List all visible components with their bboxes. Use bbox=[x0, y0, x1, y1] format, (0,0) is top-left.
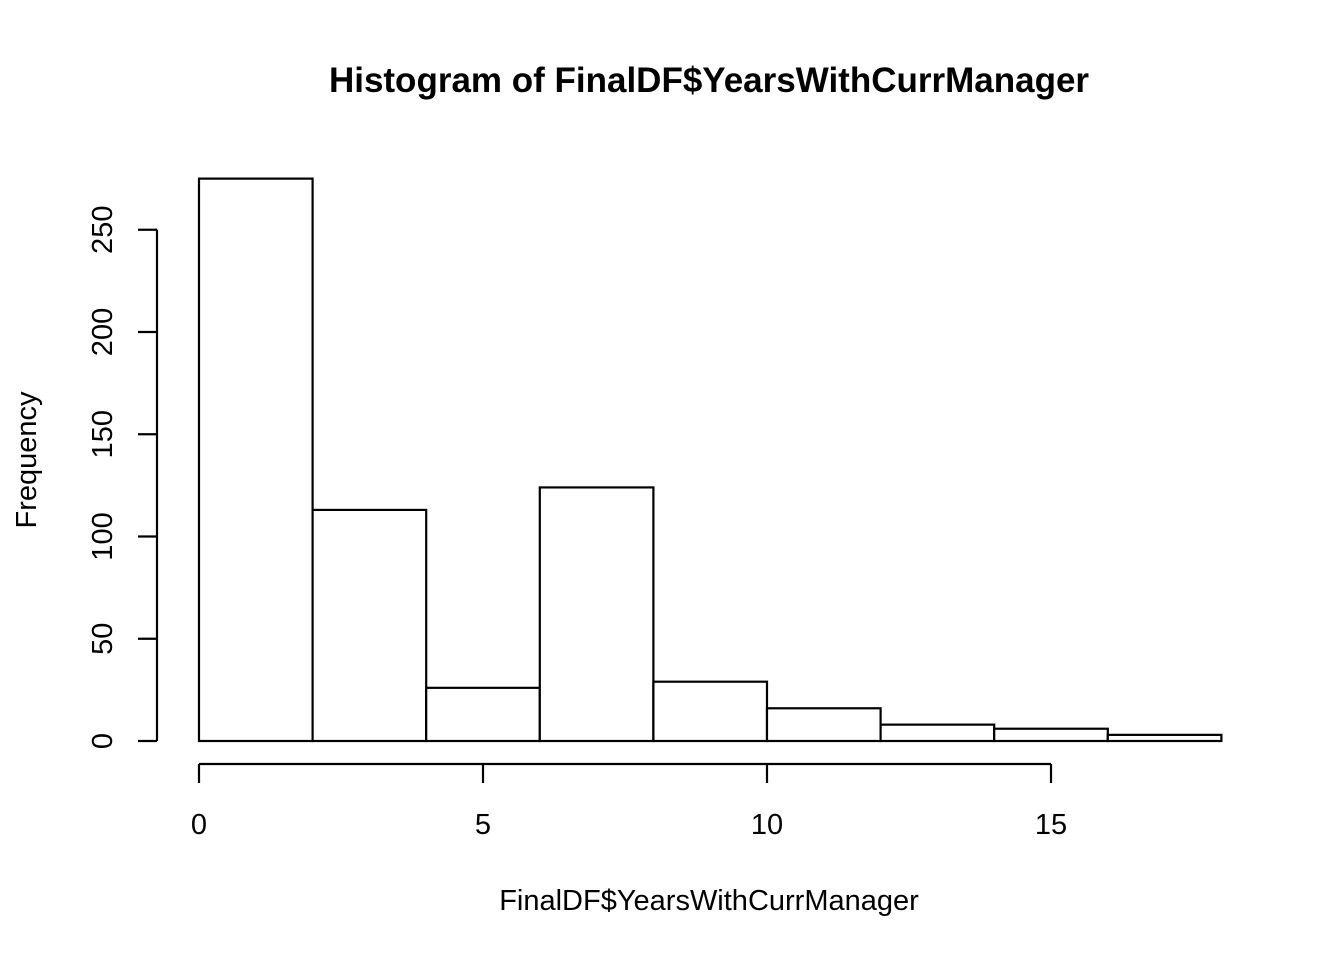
x-tick-label: 10 bbox=[751, 809, 783, 841]
x-tick-label: 15 bbox=[1035, 809, 1067, 841]
histogram-bar bbox=[538, 486, 655, 743]
histogram-bar bbox=[311, 508, 428, 743]
x-tick-label: 0 bbox=[191, 809, 207, 841]
histogram-bar bbox=[197, 177, 314, 743]
y-tick-label: 200 bbox=[87, 308, 119, 356]
y-tick-label: 0 bbox=[87, 733, 119, 749]
y-tick-label: 50 bbox=[87, 623, 119, 655]
y-tick-label: 250 bbox=[87, 206, 119, 254]
histogram-bar bbox=[879, 723, 996, 743]
histogram-bar bbox=[652, 680, 769, 743]
y-tick-label: 100 bbox=[87, 512, 119, 560]
histogram-bar bbox=[765, 707, 882, 743]
histogram-bar bbox=[1106, 733, 1223, 743]
y-tick-label: 150 bbox=[87, 410, 119, 458]
x-axis: 0 5 10 15 bbox=[191, 762, 1067, 841]
y-axis: 0 50 100 150 200 250 bbox=[87, 206, 159, 749]
histogram-bar bbox=[993, 727, 1109, 743]
chart-title: Histogram of FinalDF$YearsWithCurrManage… bbox=[329, 61, 1089, 100]
bars-group bbox=[197, 177, 1223, 743]
x-axis-title: FinalDF$YearsWithCurrManager bbox=[499, 885, 919, 917]
x-tick-label: 5 bbox=[475, 809, 491, 841]
histogram-bar bbox=[425, 686, 541, 743]
y-axis-title: Frequency bbox=[11, 391, 43, 529]
